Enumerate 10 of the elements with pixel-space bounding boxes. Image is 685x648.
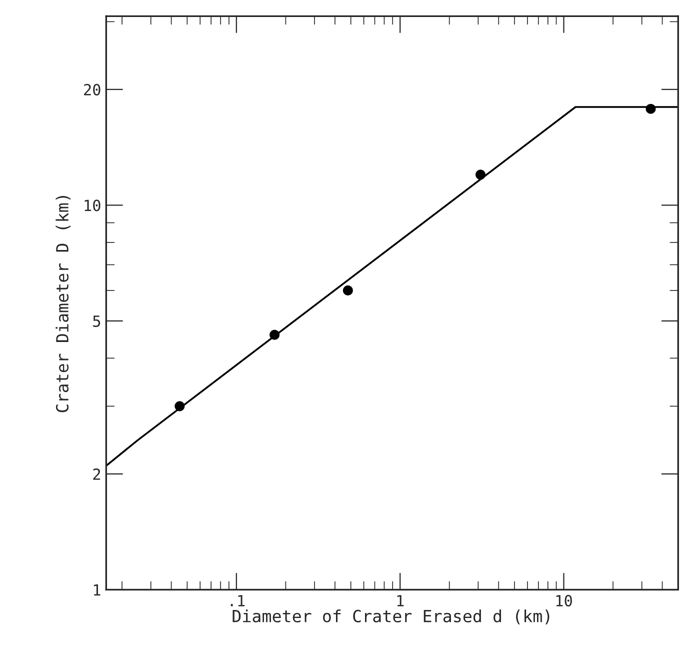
y-tick-label: 10: [84, 200, 100, 212]
y-tick-label: 5: [93, 316, 100, 327]
x-tick-label: 1: [397, 595, 404, 606]
y-tick-label: 20: [84, 84, 100, 96]
y-tick-label: 1: [94, 584, 100, 596]
x-axis-title: Diameter of Crater Erased d (km): [232, 609, 550, 624]
y-axis-title: Crater Diameter D (km): [56, 196, 71, 412]
y-tick-label: 2: [93, 468, 100, 480]
x-tick-label: 10: [556, 594, 572, 606]
x-tick-label: .1: [230, 595, 245, 606]
